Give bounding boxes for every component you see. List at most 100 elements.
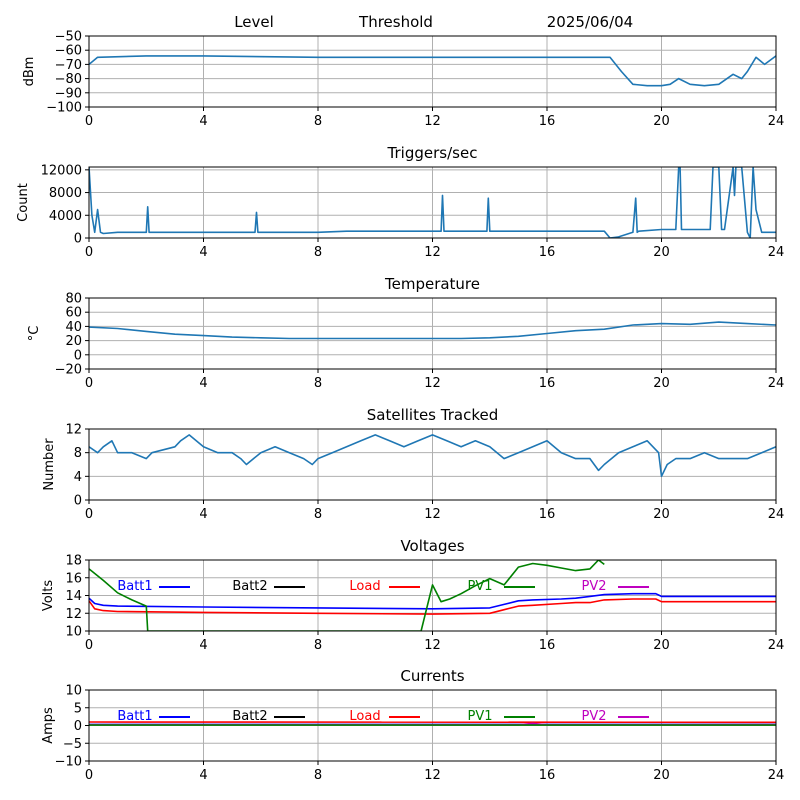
- series-line-load: [89, 598, 776, 615]
- x-tick-label: 8: [314, 507, 322, 522]
- y-tick-label: −5: [63, 737, 82, 752]
- x-tick-label: 16: [539, 114, 556, 129]
- x-tick-label: 0: [85, 768, 93, 783]
- legend-label-batt1: Batt1: [117, 709, 152, 724]
- y-tick-label: 40: [65, 320, 82, 335]
- y-tick-label: −20: [55, 363, 82, 378]
- panel-triggers: 0 4 8 12 16 20 24 0 4000 8000 12000 Triggers/sec Cou…: [16, 144, 784, 260]
- legend-label-batt2: Batt2: [232, 709, 267, 724]
- legend-label-load: Load: [349, 579, 380, 594]
- panel-title: Temperature: [384, 275, 480, 293]
- panel-voltages: Batt1 Batt2 Load PV1 PV2 0 4 8 12 16 20 24 10 12 14 16 1…: [41, 537, 784, 653]
- x-tick-label: 24: [768, 245, 785, 260]
- x-tick-label: 20: [653, 507, 670, 522]
- series-line-pv1: [89, 560, 605, 631]
- y-axis-label: Amps: [41, 707, 56, 744]
- panel-satellites: 0 4 8 12 16 20 24 0 4 8 12 Satellites Tracked Number: [42, 406, 784, 522]
- y-tick-label: 10: [65, 684, 82, 699]
- x-tick-label: 20: [653, 376, 670, 391]
- panel-title: Triggers/sec: [387, 144, 478, 162]
- x-tick-label: 12: [424, 245, 441, 260]
- x-tick-label: 16: [539, 245, 556, 260]
- x-tick-label: 8: [314, 768, 322, 783]
- y-tick-label: 5: [74, 701, 82, 716]
- header-title-level: Level: [234, 13, 274, 31]
- x-tick-label: 8: [314, 245, 322, 260]
- series-group: [89, 167, 776, 238]
- x-tick-label: 20: [653, 768, 670, 783]
- series-line-satellites-0: [89, 434, 776, 478]
- x-tick-label: 24: [768, 638, 785, 653]
- x-tick-label: 8: [314, 114, 322, 129]
- panel-title: Satellites Tracked: [367, 406, 498, 424]
- series-group: [89, 721, 776, 726]
- y-tick-label: −70: [55, 58, 82, 73]
- y-tick-label: −100: [46, 101, 82, 116]
- x-tick-label: 4: [199, 376, 207, 391]
- series-group: [89, 560, 776, 631]
- x-tick-label: 24: [768, 768, 785, 783]
- legend-label-load: Load: [349, 709, 380, 724]
- legend-label-pv2: PV2: [581, 579, 606, 594]
- y-tick-label: 12: [65, 423, 82, 438]
- y-tick-label: 8000: [49, 186, 82, 201]
- y-tick-label: 0: [74, 719, 82, 734]
- x-tick-label: 12: [424, 507, 441, 522]
- y-tick-label: 4: [74, 470, 82, 485]
- y-tick-label: 10: [65, 625, 82, 640]
- y-tick-label: 12: [65, 607, 82, 622]
- x-tick-label: 8: [314, 638, 322, 653]
- x-tick-label: 16: [539, 507, 556, 522]
- y-tick-label: 12000: [41, 163, 82, 178]
- legend-label-batt2: Batt2: [232, 579, 267, 594]
- x-tick-label: 4: [199, 114, 207, 129]
- legend-label-batt1: Batt1: [117, 579, 152, 594]
- y-tick-label: 60: [65, 306, 82, 321]
- y-axis-label: Number: [42, 438, 57, 491]
- y-axis-label: Count: [16, 183, 31, 222]
- legend-label-pv1: PV1: [467, 709, 492, 724]
- x-tick-label: 20: [653, 114, 670, 129]
- x-tick-label: 20: [653, 245, 670, 260]
- panel-title: Currents: [400, 667, 464, 685]
- y-tick-label: −60: [55, 44, 82, 59]
- y-tick-label: 0: [74, 494, 82, 509]
- series-line-level-0: [89, 55, 776, 87]
- y-tick-label: 18: [65, 554, 82, 569]
- legend-label-pv2: PV2: [581, 709, 606, 724]
- panel-title: Voltages: [400, 537, 464, 555]
- x-tick-label: 0: [85, 376, 93, 391]
- x-tick-label: 4: [199, 768, 207, 783]
- x-tick-label: 0: [85, 114, 93, 129]
- x-tick-label: 4: [199, 245, 207, 260]
- x-tick-label: 16: [539, 768, 556, 783]
- series-group: [89, 55, 776, 87]
- header-title-date: 2025/06/04: [547, 13, 633, 31]
- x-tick-label: 24: [768, 507, 785, 522]
- y-tick-label: 4000: [49, 209, 82, 224]
- legend-label-pv1: PV1: [467, 579, 492, 594]
- x-tick-label: 0: [85, 507, 93, 522]
- x-tick-label: 12: [424, 114, 441, 129]
- x-tick-label: 20: [653, 638, 670, 653]
- y-tick-label: −90: [55, 86, 82, 101]
- series-line-triggers-0: [89, 167, 776, 238]
- x-tick-label: 0: [85, 245, 93, 260]
- y-axis-label: dBm: [22, 57, 37, 87]
- y-tick-label: 16: [65, 571, 82, 586]
- x-tick-label: 0: [85, 638, 93, 653]
- panel-currents: Batt1 Batt2 Load PV1 PV2 0 4 8 12 16 20 24 −10 −5 0 5 10…: [41, 667, 784, 783]
- series-line-temperature-0: [89, 321, 776, 340]
- header-title-threshold: Threshold: [358, 13, 433, 31]
- y-tick-label: −50: [55, 30, 82, 45]
- x-tick-label: 24: [768, 376, 785, 391]
- y-tick-label: 8: [74, 446, 82, 461]
- panel-level: 0 4 8 12 16 20 24 −100−90−80−70−60−50 dBm: [22, 30, 784, 130]
- x-tick-label: 12: [424, 376, 441, 391]
- y-tick-label: 20: [65, 334, 82, 349]
- x-tick-label: 12: [424, 638, 441, 653]
- y-tick-label: −80: [55, 72, 82, 87]
